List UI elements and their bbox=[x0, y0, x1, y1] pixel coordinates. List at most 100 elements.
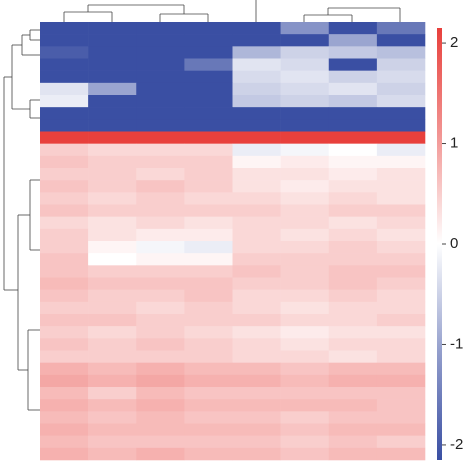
heatmap-cell bbox=[136, 192, 185, 205]
heatmap-cell bbox=[184, 350, 233, 363]
heatmap-cell bbox=[328, 107, 378, 120]
heatmap-cell bbox=[328, 192, 378, 205]
heatmap-cell bbox=[88, 82, 137, 96]
heatmap-cell bbox=[280, 34, 330, 47]
heatmap-cell bbox=[232, 143, 281, 157]
heatmap-cell bbox=[328, 338, 378, 351]
heatmap-cell bbox=[280, 82, 330, 96]
heatmap-cell bbox=[328, 314, 378, 327]
heatmap-cell bbox=[232, 423, 281, 436]
heatmap-cell bbox=[40, 399, 89, 412]
heatmap-cell bbox=[136, 423, 185, 436]
heatmap-cell bbox=[328, 326, 378, 339]
heatmap-cell bbox=[232, 168, 281, 181]
heatmap-cell bbox=[88, 192, 137, 205]
heatmap-cell bbox=[328, 265, 378, 278]
heatmap-cell bbox=[88, 423, 137, 436]
heatmap-cell bbox=[184, 131, 233, 144]
heatmap-cell bbox=[280, 155, 330, 169]
heatmap-cell bbox=[184, 95, 233, 108]
heatmap-cell bbox=[40, 435, 89, 449]
heatmap-cell bbox=[232, 107, 281, 120]
heatmap-cell bbox=[376, 362, 426, 376]
heatmap-cell bbox=[280, 387, 330, 400]
heatmap-cell bbox=[232, 253, 281, 266]
heatmap-cell bbox=[136, 58, 185, 71]
heatmap-cell bbox=[88, 435, 137, 449]
heatmap-cell bbox=[40, 423, 89, 436]
heatmap-cell bbox=[184, 168, 233, 181]
heatmap-cell bbox=[376, 22, 426, 35]
heatmap-cell bbox=[88, 143, 137, 157]
heatmap-cell bbox=[232, 277, 281, 290]
heatmap-cell bbox=[232, 70, 281, 84]
heatmap-cell bbox=[184, 387, 233, 400]
heatmap-cell bbox=[88, 95, 137, 108]
heatmap-cell bbox=[136, 435, 185, 449]
heatmap-cell bbox=[280, 423, 330, 436]
heatmap bbox=[40, 22, 426, 461]
heatmap-cell bbox=[376, 95, 426, 108]
heatmap-cell bbox=[376, 265, 426, 278]
heatmap-cell bbox=[184, 58, 233, 71]
heatmap-cell bbox=[40, 374, 89, 388]
heatmap-cell bbox=[328, 362, 378, 376]
heatmap-cell bbox=[280, 46, 330, 59]
heatmap-cell bbox=[376, 131, 426, 144]
heatmap-cell bbox=[232, 58, 281, 71]
heatmap-cell bbox=[184, 34, 233, 47]
heatmap-cell bbox=[280, 374, 330, 388]
heatmap-cell bbox=[376, 289, 426, 303]
heatmap-cell bbox=[40, 277, 89, 290]
heatmap-cell bbox=[88, 58, 137, 71]
heatmap-cell bbox=[136, 277, 185, 290]
heatmap-cell bbox=[88, 216, 137, 230]
heatmap-cell bbox=[376, 204, 426, 217]
heatmap-cell bbox=[184, 241, 233, 254]
heatmap-cell bbox=[88, 180, 137, 193]
heatmap-cell bbox=[280, 58, 330, 71]
heatmap-cell bbox=[280, 338, 330, 351]
heatmap-cell bbox=[232, 338, 281, 351]
heatmap-cell bbox=[376, 107, 426, 120]
heatmap-cell bbox=[40, 22, 89, 35]
heatmap-cell bbox=[232, 228, 281, 242]
heatmap-cell bbox=[376, 253, 426, 266]
heatmap-cell bbox=[328, 241, 378, 254]
heatmap-cell bbox=[136, 82, 185, 96]
heatmap-cell bbox=[232, 180, 281, 193]
heatmap-cell bbox=[40, 82, 89, 96]
heatmap-cell bbox=[376, 241, 426, 254]
heatmap-cell bbox=[184, 253, 233, 266]
heatmap-cell bbox=[136, 46, 185, 59]
heatmap-cell bbox=[280, 277, 330, 290]
heatmap-cell bbox=[136, 131, 185, 144]
heatmap-cell bbox=[184, 265, 233, 278]
heatmap-cell bbox=[40, 107, 89, 120]
heatmap-cell bbox=[280, 70, 330, 84]
heatmap-cell bbox=[280, 168, 330, 181]
heatmap-cell bbox=[184, 277, 233, 290]
heatmap-cell bbox=[376, 447, 426, 461]
heatmap-cell bbox=[136, 447, 185, 461]
heatmap-cell bbox=[184, 314, 233, 327]
heatmap-cell bbox=[376, 155, 426, 169]
heatmap-cell bbox=[328, 46, 378, 59]
colorbar bbox=[437, 28, 442, 460]
heatmap-cell bbox=[280, 350, 330, 363]
heatmap-cell bbox=[280, 411, 330, 424]
heatmap-cell bbox=[232, 46, 281, 59]
heatmap-cell bbox=[328, 447, 378, 461]
heatmap-cell bbox=[88, 399, 137, 412]
heatmap-cell bbox=[280, 216, 330, 230]
heatmap-cell bbox=[376, 387, 426, 400]
heatmap-cell bbox=[232, 411, 281, 424]
heatmap-cell bbox=[136, 180, 185, 193]
heatmap-cell bbox=[280, 241, 330, 254]
heatmap-cell bbox=[376, 168, 426, 181]
heatmap-cell bbox=[88, 265, 137, 278]
heatmap-cell bbox=[40, 411, 89, 424]
heatmap-cell bbox=[136, 374, 185, 388]
colorbar-tick-label: -2 bbox=[450, 436, 463, 453]
colorbar-tick-label: -1 bbox=[450, 335, 463, 352]
